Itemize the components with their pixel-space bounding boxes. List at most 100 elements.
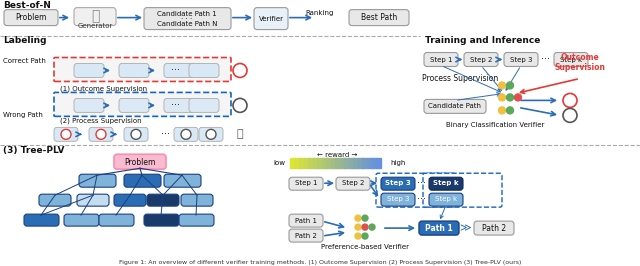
Circle shape bbox=[499, 94, 506, 101]
Bar bbox=[321, 158, 326, 168]
Text: ← reward →: ← reward → bbox=[317, 152, 357, 158]
Circle shape bbox=[362, 233, 368, 239]
Text: Step 3: Step 3 bbox=[385, 180, 411, 186]
Text: Wrong Path: Wrong Path bbox=[3, 112, 43, 118]
FancyBboxPatch shape bbox=[114, 154, 166, 169]
Text: Step 1: Step 1 bbox=[295, 180, 317, 186]
Circle shape bbox=[499, 107, 506, 114]
Text: Labeling: Labeling bbox=[3, 36, 47, 45]
FancyBboxPatch shape bbox=[119, 98, 149, 112]
Circle shape bbox=[369, 224, 375, 230]
Circle shape bbox=[563, 108, 577, 122]
Text: Step k: Step k bbox=[435, 196, 457, 202]
FancyBboxPatch shape bbox=[504, 52, 538, 66]
Text: (3) Tree-PLV: (3) Tree-PLV bbox=[3, 146, 65, 155]
FancyBboxPatch shape bbox=[429, 177, 463, 190]
Text: ✗: ✗ bbox=[566, 110, 574, 120]
Text: Step 3: Step 3 bbox=[509, 56, 532, 63]
Circle shape bbox=[506, 94, 513, 101]
Bar bbox=[330, 158, 335, 168]
Bar bbox=[367, 158, 371, 168]
Bar bbox=[294, 158, 300, 168]
Circle shape bbox=[355, 215, 361, 221]
Bar bbox=[353, 158, 358, 168]
Text: ✓: ✓ bbox=[236, 65, 244, 76]
FancyBboxPatch shape bbox=[381, 177, 415, 190]
Text: ···: ··· bbox=[161, 129, 170, 139]
Text: Step k: Step k bbox=[433, 180, 459, 186]
Text: ···: ··· bbox=[541, 55, 550, 65]
FancyBboxPatch shape bbox=[254, 8, 288, 30]
Bar bbox=[317, 158, 322, 168]
FancyBboxPatch shape bbox=[424, 52, 458, 66]
Circle shape bbox=[355, 233, 361, 239]
FancyBboxPatch shape bbox=[114, 194, 146, 206]
FancyBboxPatch shape bbox=[124, 174, 161, 187]
Text: Best Path: Best Path bbox=[361, 13, 397, 22]
FancyBboxPatch shape bbox=[554, 52, 588, 66]
Circle shape bbox=[362, 215, 368, 221]
Text: · · ·: · · · bbox=[181, 16, 193, 22]
Text: Preference-based Verifier: Preference-based Verifier bbox=[321, 244, 409, 250]
Circle shape bbox=[181, 129, 191, 139]
FancyBboxPatch shape bbox=[4, 10, 58, 26]
Text: Path 2: Path 2 bbox=[295, 233, 317, 239]
FancyBboxPatch shape bbox=[144, 8, 231, 30]
Circle shape bbox=[131, 129, 141, 139]
FancyBboxPatch shape bbox=[147, 194, 179, 206]
Text: Path 1: Path 1 bbox=[295, 218, 317, 224]
Text: Best-of-N: Best-of-N bbox=[3, 1, 51, 10]
Text: ···: ··· bbox=[170, 65, 179, 76]
FancyBboxPatch shape bbox=[99, 214, 134, 226]
Bar bbox=[308, 158, 313, 168]
Text: Step 2: Step 2 bbox=[470, 56, 492, 63]
FancyBboxPatch shape bbox=[74, 8, 116, 26]
Text: Step 2: Step 2 bbox=[342, 180, 364, 186]
FancyBboxPatch shape bbox=[424, 99, 486, 113]
Text: ✗: ✗ bbox=[133, 130, 139, 139]
FancyBboxPatch shape bbox=[64, 214, 99, 226]
FancyBboxPatch shape bbox=[119, 64, 149, 77]
Circle shape bbox=[515, 94, 522, 101]
Text: Candidate Path N: Candidate Path N bbox=[157, 20, 217, 27]
FancyBboxPatch shape bbox=[54, 57, 231, 81]
Bar bbox=[362, 158, 367, 168]
Text: Step k: Step k bbox=[560, 56, 582, 63]
Text: Candidate Path 1: Candidate Path 1 bbox=[157, 11, 217, 16]
Text: Training and Inference: Training and Inference bbox=[425, 36, 540, 45]
FancyBboxPatch shape bbox=[79, 174, 116, 187]
FancyBboxPatch shape bbox=[189, 98, 219, 112]
Bar bbox=[326, 158, 331, 168]
Text: ···: ··· bbox=[417, 194, 426, 204]
FancyBboxPatch shape bbox=[54, 92, 231, 116]
Circle shape bbox=[61, 129, 71, 139]
FancyBboxPatch shape bbox=[54, 127, 78, 141]
Circle shape bbox=[233, 98, 247, 112]
FancyBboxPatch shape bbox=[376, 173, 455, 207]
Text: Step 1: Step 1 bbox=[429, 56, 452, 63]
Bar bbox=[339, 158, 344, 168]
Text: Figure 1: An overview of different verifier training methods. (1) Outcome Superv: Figure 1: An overview of different verif… bbox=[119, 260, 521, 264]
Text: Binary Classification Verifier: Binary Classification Verifier bbox=[446, 122, 544, 128]
Text: ✓: ✓ bbox=[63, 130, 69, 139]
FancyBboxPatch shape bbox=[419, 221, 459, 235]
Text: Generator: Generator bbox=[77, 23, 113, 28]
Circle shape bbox=[499, 82, 506, 89]
FancyBboxPatch shape bbox=[336, 177, 370, 190]
Bar bbox=[303, 158, 308, 168]
Text: Ranking: Ranking bbox=[306, 10, 334, 16]
Text: (1) Outcome Supervision: (1) Outcome Supervision bbox=[60, 85, 147, 92]
FancyBboxPatch shape bbox=[181, 194, 213, 206]
FancyBboxPatch shape bbox=[124, 127, 148, 141]
FancyBboxPatch shape bbox=[164, 64, 194, 77]
Text: Verifier: Verifier bbox=[259, 16, 284, 22]
Text: Candidate Path: Candidate Path bbox=[429, 103, 481, 109]
Bar bbox=[358, 158, 362, 168]
Text: ≫: ≫ bbox=[459, 223, 471, 233]
Circle shape bbox=[506, 107, 513, 114]
FancyBboxPatch shape bbox=[24, 214, 59, 226]
FancyBboxPatch shape bbox=[464, 52, 498, 66]
FancyBboxPatch shape bbox=[289, 177, 323, 190]
Bar bbox=[335, 158, 340, 168]
FancyBboxPatch shape bbox=[77, 194, 109, 206]
